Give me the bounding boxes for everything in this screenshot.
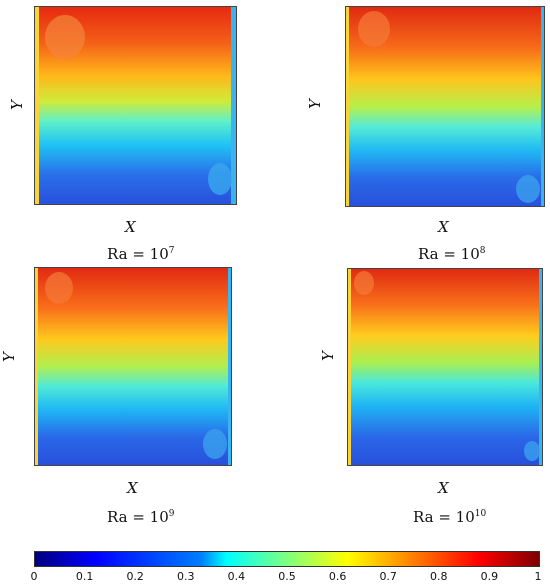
temperature-field (348, 269, 542, 465)
colorbar-tick: 0.2 (126, 570, 144, 583)
colorbar-tick: 0.4 (227, 570, 246, 583)
y-axis-label: Y (305, 99, 324, 109)
x-axis-label: X (438, 479, 449, 497)
ra-base: Ra = 10 (418, 245, 480, 263)
ra-label: Ra = 1010 (413, 508, 486, 526)
y-axis-label: Y (0, 352, 18, 362)
ra-exponent: 8 (479, 246, 486, 256)
contour-plot-ra-1e9 (34, 267, 232, 466)
ra-base: Ra = 10 (107, 245, 169, 263)
contour-plot-ra-1e8 (345, 6, 545, 207)
temperature-field (35, 268, 231, 465)
y-axis-label: Y (7, 100, 26, 110)
ra-label: Ra = 108 (418, 245, 486, 263)
colorbar-tick: 0 (30, 570, 38, 583)
x-axis-label: X (125, 218, 136, 236)
colorbar-tick: 0.1 (75, 570, 94, 583)
ra-base: Ra = 10 (107, 508, 169, 526)
ra-label: Ra = 109 (107, 508, 175, 526)
colorbar-tick: 0.8 (430, 570, 448, 583)
colorbar (34, 551, 540, 567)
colorbar-tick: 0.9 (480, 570, 499, 583)
x-axis-label: X (438, 218, 449, 236)
colorbar-tick: 0.6 (328, 570, 347, 583)
colorbar-tick: 0.7 (379, 570, 397, 583)
ra-exponent: 9 (168, 509, 175, 519)
temperature-field (346, 7, 544, 206)
contour-plot-ra-1e10 (347, 268, 543, 466)
colorbar-tick: 0.3 (177, 570, 195, 583)
colorbar-tick: 0.5 (278, 570, 296, 583)
ra-exponent: 7 (168, 246, 175, 256)
ra-exponent: 10 (474, 509, 487, 519)
ra-base: Ra = 10 (413, 508, 475, 526)
ra-label: Ra = 107 (107, 245, 175, 263)
contour-plot-ra-1e7 (34, 6, 237, 205)
temperature-field (35, 7, 236, 204)
x-axis-label: X (127, 479, 138, 497)
colorbar-tick: 1 (534, 570, 542, 583)
y-axis-label: Y (318, 351, 337, 361)
